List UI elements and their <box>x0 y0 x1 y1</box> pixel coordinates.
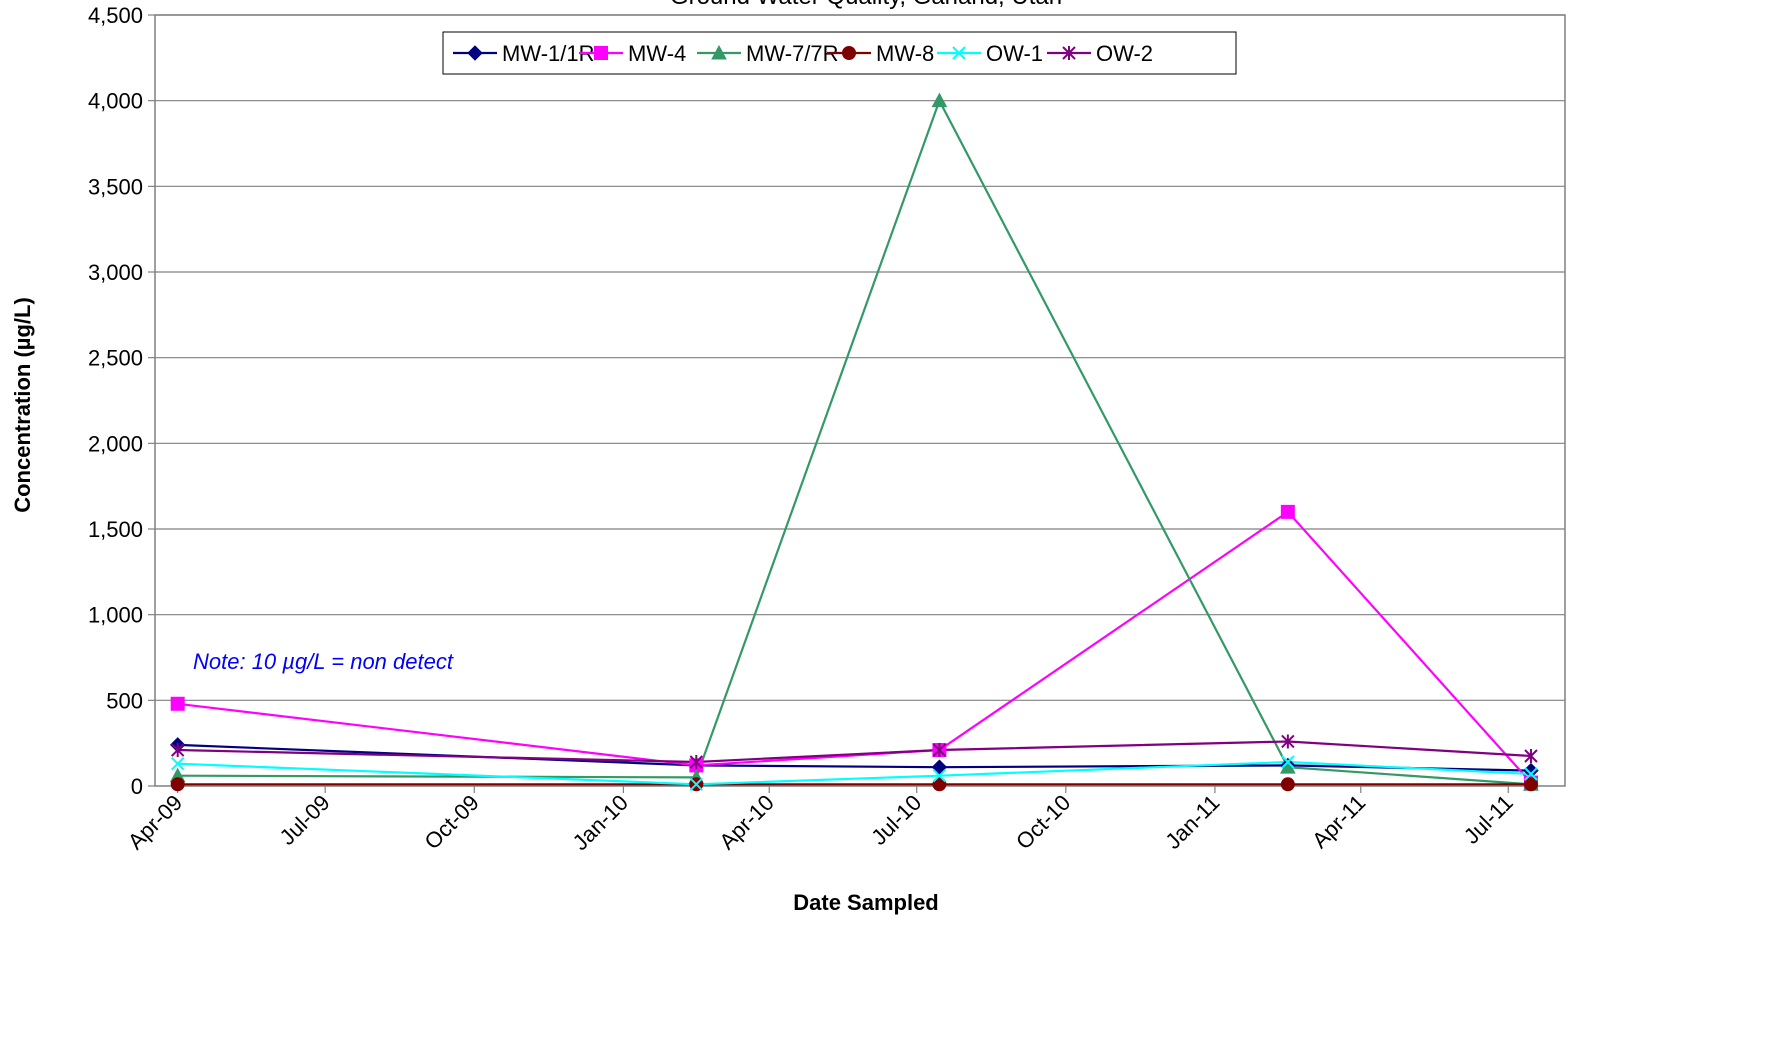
legend-label-mw-7-7r: MW-7/7R <box>746 41 839 66</box>
y-tick-label: 4,500 <box>88 3 143 28</box>
series-markers <box>169 92 1539 792</box>
legend-label-mw-4: MW-4 <box>628 41 686 66</box>
legend-marker-ow-2 <box>1062 46 1076 60</box>
series-line-mw-1-1r <box>177 743 1532 772</box>
legend: MW-1/1R MW-4 MW-7/7R MW-8 OW-1 OW-2 <box>442 31 1237 75</box>
series-line-mw-7-7r <box>177 97 1532 786</box>
series-line-ow-2 <box>177 740 1532 764</box>
data-point-ow-2 <box>1281 734 1295 749</box>
legend-label-mw-8: MW-8 <box>876 41 934 66</box>
x-tick-label: Jan-10 <box>568 790 633 855</box>
legend-marker-mw-1-1r <box>467 45 483 61</box>
y-tick-label: 2,500 <box>88 346 143 371</box>
legend-label-ow-1: OW-1 <box>986 41 1043 66</box>
data-point-mw-8 <box>1280 777 1295 792</box>
y-tick-label: 4,000 <box>88 89 143 114</box>
data-point-mw-8 <box>170 777 185 792</box>
data-point-ow-2 <box>1524 749 1538 764</box>
x-tick-label: Apr-09 <box>123 790 187 854</box>
legend-marker-mw-7-7r <box>711 44 727 60</box>
x-tick-label: Apr-11 <box>1307 790 1370 853</box>
y-axis-title: Concentration (µg/L) <box>10 297 35 513</box>
data-point-mw-7-7r <box>931 92 948 108</box>
data-point-mw-4 <box>170 696 185 711</box>
x-tick-label: Jan-11 <box>1160 790 1224 854</box>
legend-marker-ow-1 <box>952 46 966 60</box>
data-point-mw-4 <box>1280 504 1295 519</box>
series-line-mw-4 <box>177 510 1532 784</box>
plot-area <box>154 14 1566 787</box>
x-tick-label: Jul-11 <box>1459 790 1518 849</box>
chart-title: Ground Water Quality, Garland, Utah <box>670 0 1062 10</box>
x-tick-label: Jul-10 <box>866 790 926 850</box>
legend-marker-mw-8 <box>842 46 856 60</box>
x-tick-label: Apr-10 <box>714 790 778 854</box>
y-tick-label: 2,000 <box>88 431 143 456</box>
data-point-ow-2 <box>170 743 185 758</box>
y-tick-label: 1,000 <box>88 603 143 628</box>
data-point-mw-1-1r <box>931 759 948 775</box>
y-tick-label: 3,500 <box>88 174 143 199</box>
data-point-mw-8 <box>932 777 947 792</box>
gridlines <box>155 14 1565 701</box>
chart-annotation: Note: 10 µg/L = non detect <box>193 649 454 674</box>
data-point-ow-1 <box>170 757 185 771</box>
series-lines <box>177 97 1532 786</box>
data-point-ow-2 <box>689 755 704 770</box>
data-point-ow-1 <box>1524 767 1538 781</box>
y-tick-label: 500 <box>106 688 143 713</box>
x-tick-label: Oct-09 <box>419 790 483 854</box>
data-point-ow-1 <box>1281 755 1295 769</box>
x-axis-title: Date Sampled <box>793 890 939 915</box>
data-point-ow-1 <box>932 769 947 783</box>
y-tick-label: 3,000 <box>88 260 143 285</box>
y-tick-label: 0 <box>131 774 143 799</box>
data-point-mw-8 <box>1523 777 1538 792</box>
axes: 0 500 1,000 1,500 2,000 2,500 3,000 3,500 4,000 4… <box>88 3 1518 855</box>
data-point-ow-2 <box>932 743 947 758</box>
x-tick-label: Jul-09 <box>275 790 335 850</box>
y-tick-label: 1,500 <box>88 517 143 542</box>
data-point-ow-1 <box>689 777 704 791</box>
legend-label-ow-2: OW-2 <box>1096 41 1153 66</box>
x-tick-label: Oct-10 <box>1011 790 1075 854</box>
legend-marker-mw-4 <box>594 46 608 60</box>
